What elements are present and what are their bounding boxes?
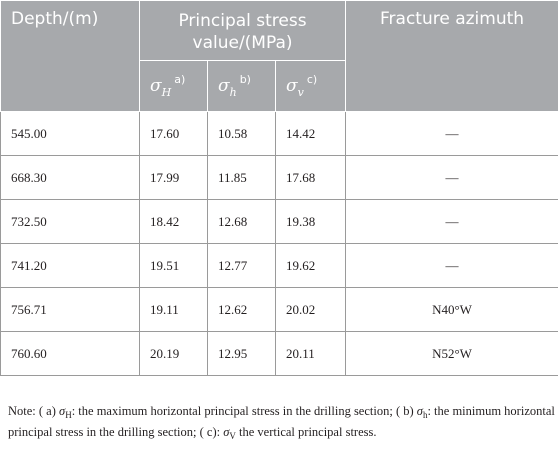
cell-sigma-H: 17.60 [139, 111, 208, 156]
cell-sigma-H: 18.42 [139, 199, 208, 244]
cell-sigma-H: 17.99 [139, 155, 208, 200]
note-sigma-symbol: σ [223, 425, 230, 439]
cell-sigma-v: 17.68 [274, 155, 347, 200]
table-row: 756.71 19.11 12.62 20.02 N40°W [0, 287, 558, 332]
cell-azimuth: — [345, 199, 558, 244]
header-subrow: σHa) σhb) σvc) [1, 60, 558, 112]
table-row: 545.00 17.60 10.58 14.42 — [0, 111, 558, 156]
cell-sigma-v: 20.11 [274, 331, 347, 376]
cell-depth: 760.60 [0, 331, 140, 376]
cell-azimuth: N40°W [345, 287, 558, 332]
note-prefix: Note: ( a) [8, 404, 60, 418]
table-row: 732.50 18.42 12.68 19.38 — [0, 199, 558, 244]
header-principal-stress: Principal stress value/(MPa) [138, 0, 347, 61]
note-sigma-subscript: H [65, 410, 72, 420]
note-sigma-symbol: σ [59, 404, 66, 418]
cell-azimuth: — [345, 243, 558, 288]
cell-azimuth: — [345, 111, 558, 156]
cell-sigma-H: 19.11 [139, 287, 208, 332]
cell-azimuth: N52°W [345, 331, 558, 376]
header-fracture-azimuth: Fracture azimuth [345, 0, 558, 112]
cell-sigma-h: 12.95 [207, 331, 276, 376]
header-depth: Depth/(m) [0, 0, 140, 112]
sigma-symbol: σ [150, 76, 162, 96]
cell-depth: 732.50 [0, 199, 140, 244]
header-sigma-v: σvc) [274, 60, 347, 112]
note-sigma-subscript: V [229, 431, 236, 441]
cell-sigma-v: 20.02 [274, 287, 347, 332]
cell-sigma-h: 12.62 [207, 287, 276, 332]
note-text-a: : the maximum horizontal principal stres… [71, 404, 417, 418]
table-row: 760.60 20.19 12.95 20.11 N52°W [0, 331, 558, 376]
footnote-marker: c) [306, 73, 318, 86]
note-sigma-symbol: σ [416, 404, 423, 418]
cell-depth: 741.20 [0, 243, 140, 288]
cell-sigma-h: 12.77 [207, 243, 276, 288]
sigma-symbol: σ [286, 76, 298, 96]
sigma-subscript: H [161, 86, 172, 99]
cell-depth: 668.30 [0, 155, 140, 200]
cell-sigma-H: 20.19 [139, 331, 208, 376]
cell-depth: 545.00 [0, 111, 140, 156]
cell-depth: 756.71 [0, 287, 140, 332]
table-container: Depth/(m) Principal stress value/(MPa) F… [0, 0, 558, 376]
header-row: Depth/(m) Principal stress value/(MPa) F… [0, 0, 558, 112]
header-sigma-h: σhb) [207, 60, 276, 112]
cell-sigma-v: 19.62 [274, 243, 347, 288]
cell-sigma-h: 11.85 [207, 155, 276, 200]
sigma-symbol: σ [218, 76, 230, 96]
table-row: 741.20 19.51 12.77 19.62 — [0, 243, 558, 288]
sigma-subscript: h [229, 86, 237, 99]
footnote-marker: a) [174, 73, 186, 86]
note-sigma-subscript: h [422, 410, 428, 420]
stress-table: Depth/(m) Principal stress value/(MPa) F… [0, 0, 558, 376]
table-row: 668.30 17.99 11.85 17.68 — [0, 155, 558, 200]
cell-sigma-h: 12.68 [207, 199, 276, 244]
note-text-c: the vertical principal stress. [235, 425, 377, 439]
cell-sigma-H: 19.51 [139, 243, 208, 288]
note-text-b: : the minimum horizontal principal stres… [8, 404, 555, 439]
sigma-subscript: v [297, 86, 304, 99]
header-sigma-H: σHa) [139, 60, 208, 112]
cell-sigma-v: 19.38 [274, 199, 347, 244]
footnote-marker: b) [239, 73, 251, 86]
cell-sigma-h: 10.58 [207, 111, 276, 156]
table-note: Note: ( a) σH: the maximum horizontal pr… [8, 401, 556, 443]
cell-sigma-v: 14.42 [274, 111, 347, 156]
cell-azimuth: — [345, 155, 558, 200]
